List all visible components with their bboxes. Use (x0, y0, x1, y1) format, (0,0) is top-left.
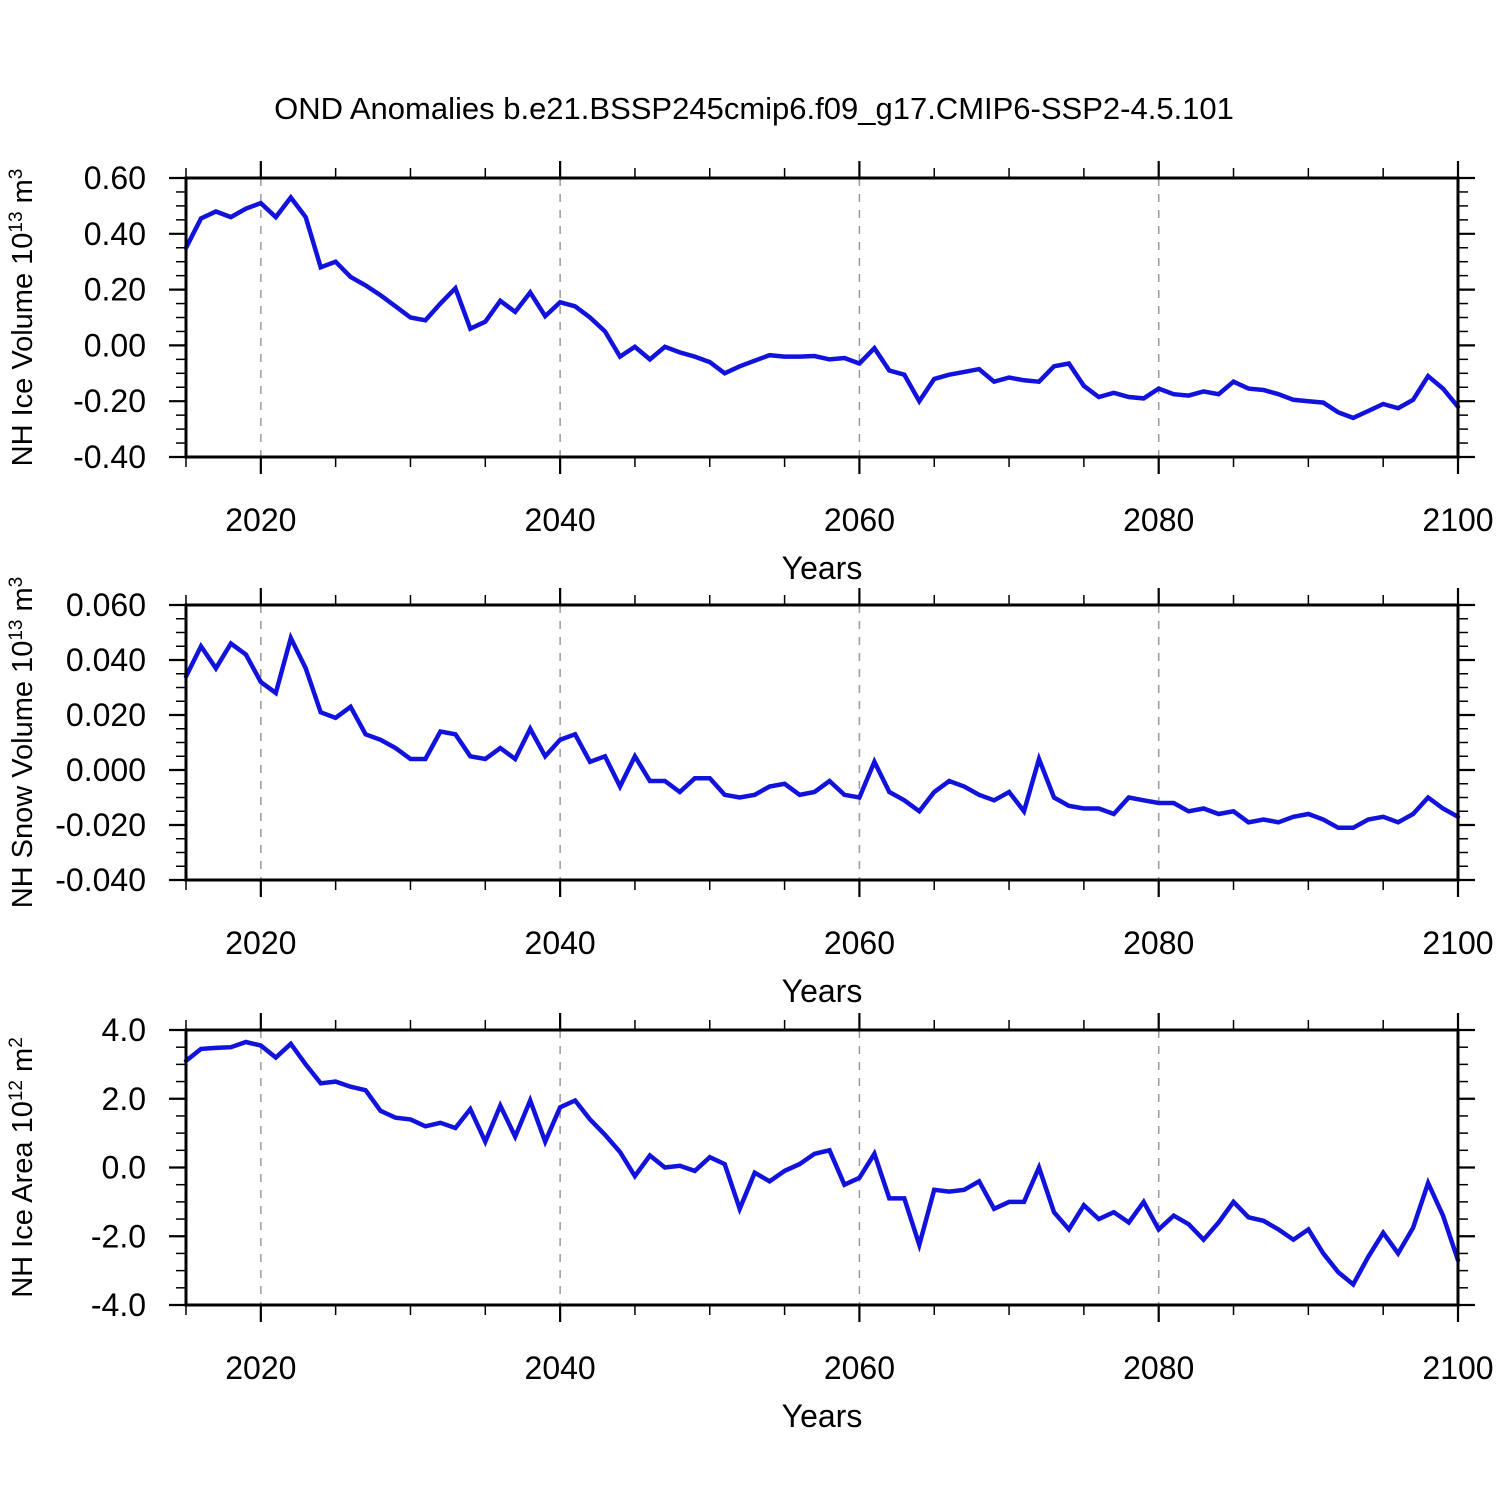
x-tick-label: 2060 (824, 502, 895, 538)
x-axis-label-nh-snow-volume: Years (782, 973, 863, 1009)
y-tick-label: 0.00 (84, 327, 146, 363)
y-tick-label: 4.0 (102, 1012, 146, 1048)
x-axis-label-nh-ice-volume: Years (782, 550, 863, 586)
panel-nh-snow-volume: 2020 2040 2060 2080 2100 0.060 0.040 0.020 0.000… (6, 577, 1494, 1009)
y-axis-label-nh-ice-area: NH Ice Area 1012 m2 (6, 1037, 39, 1298)
plot-border-nh-ice-volume (184, 176, 1460, 459)
series-line-nh-ice-area (183, 1039, 1461, 1288)
y-tick-label: 0.020 (66, 697, 146, 733)
chart-title: OND Anomalies b.e21.BSSP245cmip6.f09_g17… (274, 91, 1234, 126)
y-axis-label-nh-snow-volume: NH Snow Volume 1013 m3 (6, 577, 39, 909)
y-tick-label: 0.60 (84, 160, 146, 196)
y-tick-label: -0.040 (55, 862, 146, 898)
y-tick-label: 0.000 (66, 752, 146, 788)
x-tick-label: 2020 (225, 502, 296, 538)
x-tick-label: 2040 (525, 1350, 596, 1386)
y-tick-label: 2.0 (102, 1081, 146, 1117)
y-tick-label: -0.40 (73, 439, 146, 475)
series-line-nh-snow-volume (183, 631, 1461, 831)
y-tick-label: 0.20 (84, 272, 146, 308)
panel-nh-ice-volume: 2020 2040 2060 2080 2100 0.60 0.40 0.20 0.00 -0.2… (6, 160, 1494, 586)
y-tick-label: -0.20 (73, 383, 146, 419)
x-tick-label: 2040 (525, 502, 596, 538)
y-axis-label-nh-ice-volume: NH Ice Volume 1013 m3 (6, 169, 39, 467)
plot-border-nh-snow-volume (184, 603, 1460, 882)
x-tick-label: 2080 (1123, 502, 1194, 538)
y-tick-label: 0.40 (84, 216, 146, 252)
y-tick-label: -2.0 (91, 1218, 146, 1254)
x-tick-label: 2080 (1123, 925, 1194, 961)
x-tick-label: 2020 (225, 925, 296, 961)
x-axis-label-nh-ice-area: Years (782, 1398, 863, 1434)
x-tick-label: 2040 (525, 925, 596, 961)
x-tick-label: 2060 (824, 925, 895, 961)
x-tick-label: 2020 (225, 1350, 296, 1386)
plot-border-nh-ice-area (184, 1028, 1460, 1307)
y-tick-label: 0.0 (102, 1150, 146, 1186)
panel-nh-ice-area: 2020 2040 2060 2080 2100 4.0 2.0 0.0 -2.0 -4.0 Yea… (6, 1012, 1494, 1434)
y-tick-label: -0.020 (55, 807, 146, 843)
x-tick-label: 2060 (824, 1350, 895, 1386)
x-tick-label: 2100 (1422, 925, 1493, 961)
y-tick-label: -4.0 (91, 1287, 146, 1323)
x-tick-label: 2100 (1422, 502, 1493, 538)
y-tick-label: 0.040 (66, 642, 146, 678)
x-tick-label: 2080 (1123, 1350, 1194, 1386)
y-tick-label: 0.060 (66, 587, 146, 623)
x-tick-label: 2100 (1422, 1350, 1493, 1386)
series-line-nh-ice-volume (183, 193, 1461, 421)
